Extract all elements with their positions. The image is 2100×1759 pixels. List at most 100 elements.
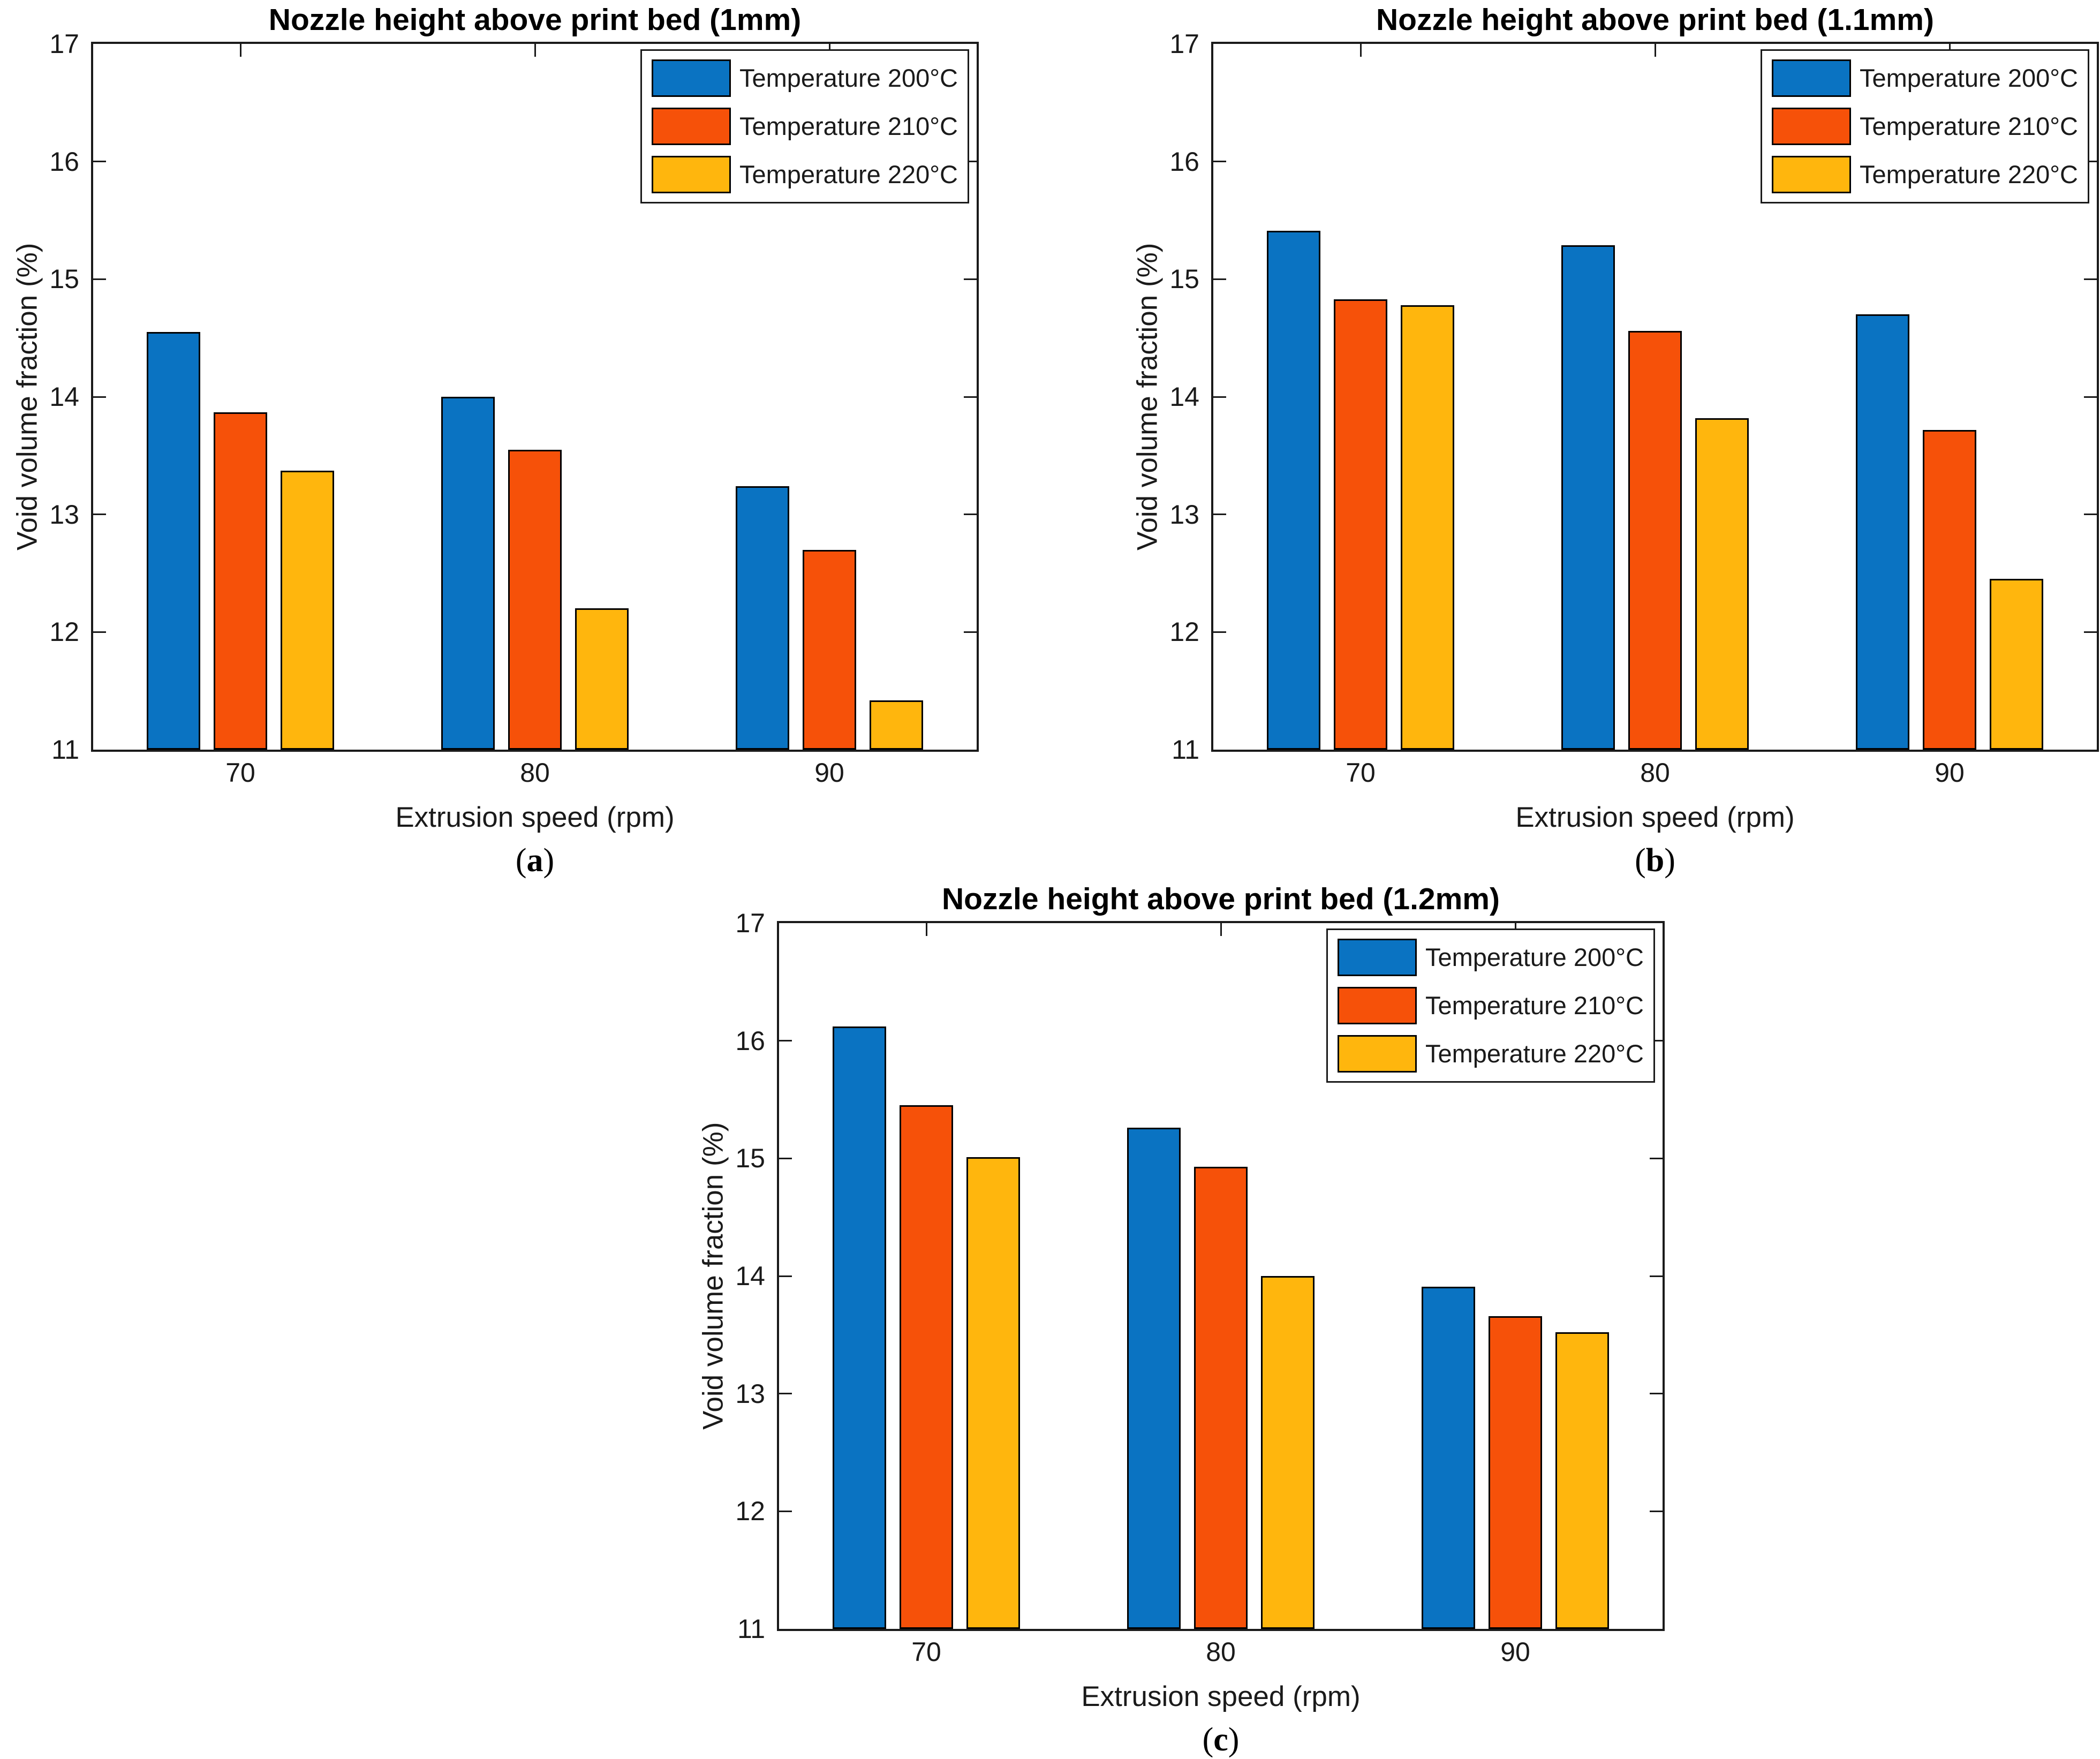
y-tick: [1650, 1040, 1663, 1042]
x-tick: [1359, 44, 1362, 57]
bar-90rpm-series2: [1489, 1316, 1542, 1629]
legend: Temperature 200°C Temperature 210°C Temper…: [640, 49, 969, 203]
plot-area: Temperature 200°C Temperature 210°C Temper…: [777, 921, 1665, 1631]
y-tick: [1650, 1393, 1663, 1395]
legend-item: Temperature 210°C: [1771, 108, 2078, 145]
y-tick: [1213, 278, 1226, 280]
subplot-caption: (a): [91, 842, 979, 880]
legend-swatch: [1337, 987, 1417, 1024]
legend-swatch: [1771, 108, 1851, 145]
x-tick: [239, 44, 241, 57]
y-tick-label: 15: [1169, 264, 1199, 295]
legend-swatch: [651, 156, 731, 193]
y-tick: [964, 396, 977, 398]
bar-70rpm-series2: [214, 412, 267, 750]
legend-item: Temperature 200°C: [1337, 939, 1644, 976]
y-tick: [93, 161, 106, 163]
bar-70rpm-series2: [900, 1105, 953, 1629]
y-tick: [2084, 278, 2097, 280]
caption-paren-close: ): [543, 842, 555, 879]
x-tick-label: 90: [1935, 758, 1965, 788]
y-tick-label: 12: [1169, 617, 1199, 647]
bar-80rpm-series3: [1261, 1276, 1315, 1629]
y-tick: [2084, 631, 2097, 633]
legend-swatch: [1771, 59, 1851, 97]
y-tick: [93, 631, 106, 633]
subplot-b: Nozzle height above print bed (1.1mm) Vo…: [1120, 0, 2100, 880]
y-tick-label: 12: [49, 617, 79, 647]
bar-90rpm-series2: [1923, 429, 1976, 750]
x-axis-label: Extrusion speed (rpm): [395, 802, 675, 833]
legend-swatch: [651, 59, 731, 97]
x-tick-label: 70: [1346, 758, 1376, 788]
y-tick-label: 13: [49, 499, 79, 530]
x-tick: [925, 923, 927, 936]
legend-label: Temperature 210°C: [1859, 112, 2078, 141]
y-tick: [2084, 161, 2097, 163]
caption-paren-close: ): [1664, 842, 1675, 879]
y-tick-label: 13: [1169, 499, 1199, 530]
y-tick: [1213, 396, 1226, 398]
caption-paren-open: (: [515, 842, 527, 879]
caption-paren-open: (: [1635, 842, 1646, 879]
y-tick-label: 14: [49, 382, 79, 412]
y-tick-label: 15: [735, 1143, 765, 1174]
y-tick: [779, 1040, 792, 1042]
subplot-a: Nozzle height above print bed (1mm) Void…: [0, 0, 1017, 880]
subplot-caption: (c): [777, 1721, 1665, 1759]
x-tick-label: 80: [1640, 758, 1670, 788]
caption-paren-open: (: [1202, 1722, 1214, 1758]
x-tick: [534, 44, 536, 57]
y-tick-label: 12: [735, 1496, 765, 1527]
y-tick: [964, 278, 977, 280]
x-tick-label: 70: [911, 1637, 941, 1667]
y-tick: [1213, 631, 1226, 633]
bar-90rpm-series1: [1856, 314, 1909, 750]
y-tick: [93, 278, 106, 280]
y-tick-label: 11: [737, 1614, 765, 1644]
legend-label: Temperature 220°C: [739, 160, 958, 189]
legend-item: Temperature 220°C: [1337, 1035, 1644, 1073]
legend-label: Temperature 210°C: [739, 112, 958, 141]
legend-item: Temperature 200°C: [1771, 59, 2078, 97]
caption-letter: b: [1645, 842, 1665, 879]
x-tick-label: 70: [225, 758, 255, 788]
legend: Temperature 200°C Temperature 210°C Temper…: [1326, 928, 1655, 1083]
bar-70rpm-series3: [1401, 305, 1454, 750]
y-tick-label: 13: [735, 1378, 765, 1409]
chart-title: Nozzle height above print bed (1.2mm): [942, 882, 1500, 916]
bar-80rpm-series3: [1695, 418, 1749, 750]
legend-item: Temperature 210°C: [651, 108, 958, 145]
y-tick: [779, 1275, 792, 1277]
x-axis-label: Extrusion speed (rpm): [1081, 1681, 1361, 1712]
x-tick-label: 90: [1500, 1637, 1530, 1667]
x-axis-label: Extrusion speed (rpm): [1515, 802, 1795, 833]
y-tick: [1650, 1510, 1663, 1512]
y-tick: [779, 1510, 792, 1512]
bar-90rpm-series3: [1990, 579, 2043, 750]
bar-80rpm-series1: [1561, 245, 1615, 750]
y-tick: [1213, 514, 1226, 516]
y-tick-label: 11: [51, 735, 79, 765]
bar-70rpm-series1: [833, 1026, 886, 1629]
legend-swatch: [1771, 156, 1851, 193]
subplot-caption: (b): [1211, 842, 2099, 880]
bar-70rpm-series3: [281, 471, 334, 750]
bar-80rpm-series2: [1194, 1166, 1248, 1629]
chart-title: Nozzle height above print bed (1.1mm): [1376, 3, 1934, 37]
subplot-c: Nozzle height above print bed (1.2mm) Vo…: [686, 879, 1703, 1759]
y-tick-label: 14: [735, 1261, 765, 1291]
caption-letter: c: [1213, 1722, 1228, 1758]
legend-label: Temperature 200°C: [1425, 943, 1644, 972]
legend-label: Temperature 210°C: [1425, 991, 1644, 1020]
x-tick-label: 80: [520, 758, 550, 788]
y-tick: [2084, 396, 2097, 398]
x-tick-label: 80: [1206, 1637, 1236, 1667]
y-tick-label: 17: [1169, 29, 1199, 59]
y-tick-label: 17: [735, 908, 765, 938]
bar-80rpm-series3: [575, 608, 629, 750]
bar-90rpm-series1: [1422, 1286, 1475, 1629]
x-tick: [1654, 44, 1656, 57]
bar-80rpm-series1: [1127, 1128, 1181, 1629]
bar-70rpm-series1: [1267, 231, 1320, 750]
